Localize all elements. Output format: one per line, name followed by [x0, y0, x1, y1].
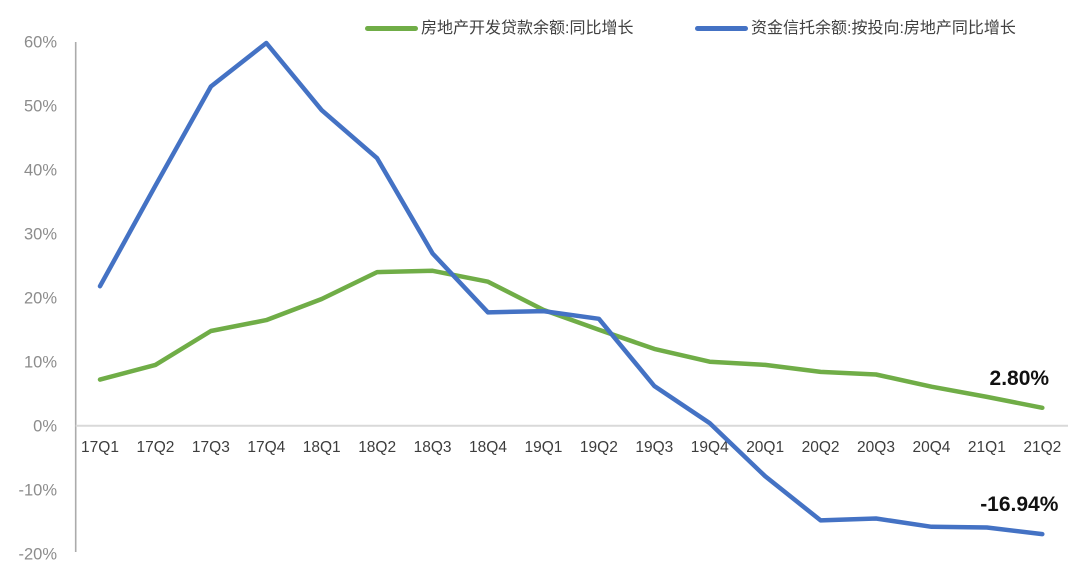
y-tick-label: 30%: [24, 226, 57, 244]
x-tick-label: 17Q4: [247, 439, 285, 456]
y-tick-label: 0%: [33, 418, 57, 436]
series-line-0[interactable]: [97, 268, 1045, 411]
series-line-1[interactable]: [97, 40, 1045, 537]
x-tick-label: 17Q1: [81, 439, 119, 456]
x-tick-label: 18Q1: [303, 439, 341, 456]
x-tick-label: 18Q2: [358, 439, 396, 456]
x-tick-label: 20Q4: [912, 439, 950, 456]
y-tick-label: 60%: [24, 34, 57, 52]
x-tick-label: 20Q1: [746, 439, 784, 456]
x-tick-label: 19Q4: [691, 439, 729, 456]
x-tick-label: 20Q3: [857, 439, 895, 456]
x-tick-label: 21Q2: [1023, 439, 1061, 456]
y-tick-label: 20%: [24, 290, 57, 308]
x-tick-label: 19Q2: [580, 439, 618, 456]
x-tick-label: 17Q3: [192, 439, 230, 456]
legend-label: 资金信托余额:按投向:房地产同比增长: [751, 20, 1016, 37]
y-tick-label: -10%: [18, 482, 57, 500]
y-tick-label: 10%: [24, 354, 57, 372]
x-tick-label: 17Q2: [136, 439, 174, 456]
legend-item-dev-loan-growth[interactable]: 房地产开发贷款余额:同比增长: [365, 19, 633, 38]
data-label-series-1: -16.94%: [980, 493, 1059, 516]
legend-label: 房地产开发贷款余额:同比增长: [421, 20, 634, 37]
legend-swatch-green-line: [365, 26, 418, 31]
x-tick-label: 19Q3: [635, 439, 673, 456]
legend-item-trust-balance-growth[interactable]: 资金信托余额:按投向:房地产同比增长: [695, 19, 1016, 38]
x-tick-label: 18Q4: [469, 439, 507, 456]
x-tick-label: 20Q2: [802, 439, 840, 456]
y-tick-label: 50%: [24, 98, 57, 116]
data-label-series-0: 2.80%: [990, 367, 1050, 390]
legend-swatch-blue-line: [695, 26, 748, 31]
x-tick-label: 18Q3: [414, 439, 452, 456]
y-tick-label: 40%: [24, 162, 57, 180]
x-tick-label: 19Q1: [524, 439, 562, 456]
y-tick-label: -20%: [18, 546, 57, 564]
x-tick-label: 21Q1: [968, 439, 1006, 456]
